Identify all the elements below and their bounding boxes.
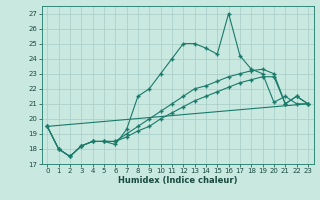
X-axis label: Humidex (Indice chaleur): Humidex (Indice chaleur)	[118, 176, 237, 185]
